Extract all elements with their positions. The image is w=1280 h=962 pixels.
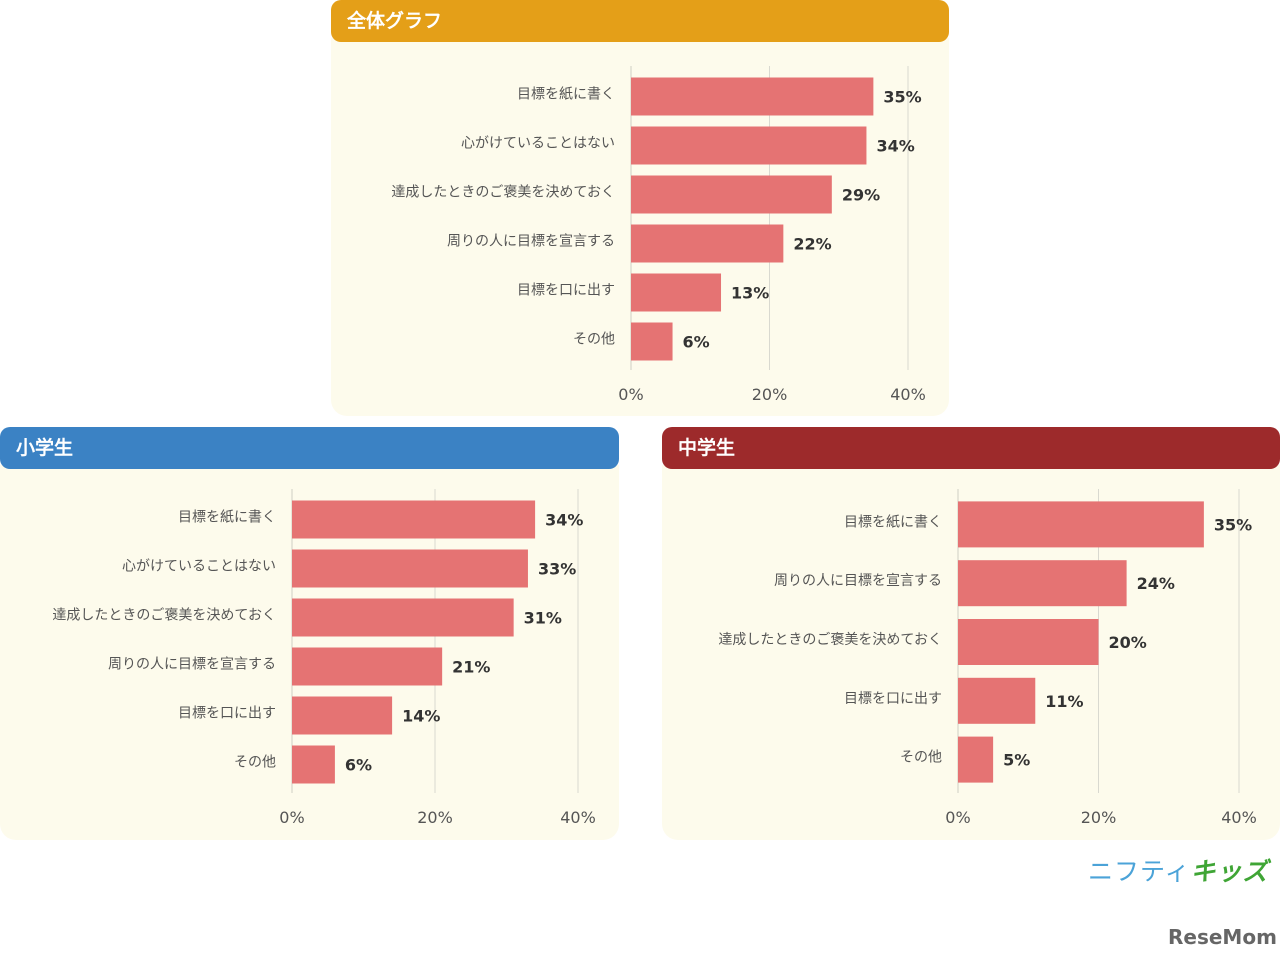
elementary-category-label: 周りの人に目標を宣言する (108, 657, 276, 673)
elementary-value-label: 6% (345, 756, 372, 775)
junior-bar (958, 560, 1127, 607)
junior-value-label: 5% (1003, 751, 1030, 770)
junior-chart-title: 中学生 (662, 427, 1280, 469)
elementary-chart-title: 小学生 (0, 427, 619, 469)
overall-category-label: 周りの人に目標を宣言する (447, 234, 615, 250)
overall-bar-chart: 0% 20% 40% 目標を紙に書く 35% 心がけていることはない 34% 達成したときのご… (391, 66, 926, 404)
elementary-bar (292, 549, 528, 588)
overall-category-label: 達成したときのご褒美を決めておく (391, 185, 615, 201)
elementary-category-label: 目標を口に出す (178, 706, 276, 722)
elementary-value-label: 21% (452, 658, 490, 677)
overall-tick-label: 0% (618, 385, 643, 404)
elementary-bar (292, 696, 393, 735)
overall-chart-title: 全体グラフ (331, 0, 949, 42)
overall-bar (631, 126, 867, 165)
nifty-logo-text: ニフティ (1088, 857, 1191, 886)
junior-tick-label: 0% (945, 808, 970, 827)
elementary-chart-panel: 小学生 0% 20% 40% 目標を紙に書く 34% 心がけていることはない 33% 達成した… (0, 427, 619, 840)
kids-logo-text: キッズ (1190, 857, 1269, 886)
junior-value-label: 35% (1214, 515, 1252, 534)
elementary-value-label: 14% (402, 707, 440, 726)
junior-category-label: その他 (900, 750, 942, 766)
overall-value-label: 35% (883, 88, 921, 107)
overall-bar (631, 273, 722, 312)
junior-bar (958, 736, 994, 783)
overall-value-label: 6% (683, 333, 710, 352)
elementary-value-label: 34% (545, 511, 583, 530)
junior-category-label: 目標を口に出す (844, 691, 942, 707)
junior-value-label: 11% (1045, 692, 1083, 711)
overall-chart-panel: 全体グラフ 0% 20% 40% 目標を紙に書く 35% 心がけていることはない 34% 達成… (331, 0, 949, 416)
overall-bar (631, 175, 832, 214)
junior-value-label: 24% (1137, 574, 1175, 593)
junior-tick-label: 20% (1081, 808, 1117, 827)
elementary-bar (292, 647, 443, 686)
overall-value-label: 34% (876, 137, 914, 156)
nifty-kids-logo: ニフティキッズ (1088, 852, 1269, 888)
resemom-logo: ReseMom (1168, 925, 1277, 949)
junior-chart-panel: 中学生 0% 20% 40% 目標を紙に書く 35% 周りの人に目標を宣言する 24% 達成し… (662, 427, 1280, 840)
elementary-category-label: 心がけていることはない (122, 559, 276, 575)
junior-tick-label: 40% (1221, 808, 1257, 827)
elementary-bar (292, 598, 514, 637)
overall-tick-label: 40% (890, 385, 926, 404)
overall-value-label: 22% (793, 235, 831, 254)
junior-value-label: 20% (1109, 633, 1147, 652)
elementary-tick-label: 20% (417, 808, 453, 827)
overall-category-label: その他 (573, 332, 615, 348)
overall-bar (631, 224, 784, 263)
junior-category-label: 目標を紙に書く (844, 514, 942, 530)
overall-value-label: 29% (842, 186, 880, 205)
overall-category-label: 目標を口に出す (517, 283, 615, 299)
overall-category-label: 目標を紙に書く (517, 87, 615, 103)
junior-category-label: 周りの人に目標を宣言する (774, 573, 942, 589)
overall-bar (631, 322, 673, 361)
elementary-category-label: その他 (234, 755, 276, 771)
junior-bar (958, 619, 1099, 665)
elementary-bar-chart: 0% 20% 40% 目標を紙に書く 34% 心がけていることはない 33% 達成したときのご… (52, 489, 596, 827)
elementary-value-label: 31% (524, 609, 562, 628)
elementary-value-label: 33% (538, 560, 576, 579)
elementary-bar (292, 500, 536, 539)
overall-category-label: 心がけていることはない (461, 136, 615, 152)
overall-bar (631, 77, 874, 116)
junior-category-label: 達成したときのご褒美を決めておく (718, 632, 942, 648)
elementary-tick-label: 0% (279, 808, 304, 827)
elementary-category-label: 達成したときのご褒美を決めておく (52, 608, 276, 624)
junior-bar (958, 501, 1204, 548)
junior-bar-chart: 0% 20% 40% 目標を紙に書く 35% 周りの人に目標を宣言する 24% 達成したときの… (718, 489, 1257, 827)
elementary-tick-label: 40% (560, 808, 596, 827)
overall-tick-label: 20% (752, 385, 788, 404)
elementary-category-label: 目標を紙に書く (178, 510, 276, 526)
junior-bar (958, 677, 1036, 724)
overall-value-label: 13% (731, 284, 769, 303)
elementary-bar (292, 745, 335, 784)
